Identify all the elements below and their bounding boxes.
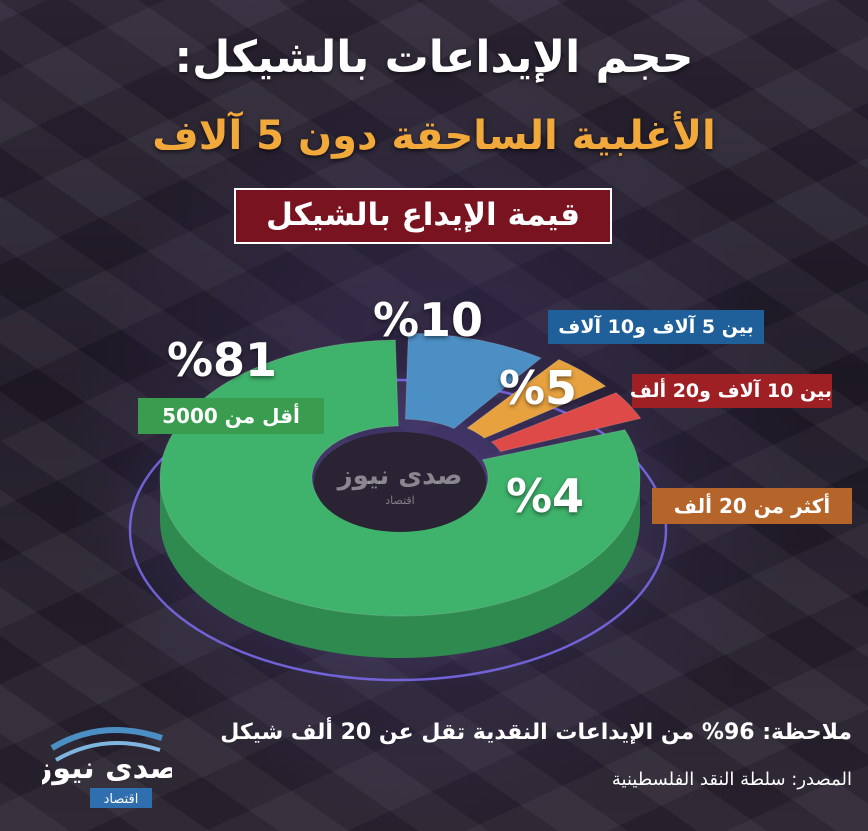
slice-1 (404, 332, 542, 430)
category-label-0: أقل من 5000 (138, 398, 324, 434)
note-text: ملاحظة: 96% من الإيداعات النقدية تقل عن … (220, 720, 852, 745)
page-title: حجم الإيداعات بالشيكل: (174, 32, 694, 83)
slice-side-0 (160, 478, 640, 658)
category-label-1: بين 5 آلاف و10 آلاف (548, 310, 764, 344)
watermark-name: صدى نيوز (336, 461, 463, 491)
watermark-tag: اقتصاد (385, 494, 414, 507)
page-subtitle: الأغلبية الساحقة دون 5 آلاف (152, 113, 716, 159)
value-label-1: %10 (372, 293, 484, 347)
value-label-0: %81 (166, 333, 278, 387)
value-label-3: %4 (505, 469, 585, 523)
source-text: المصدر: سلطة النقد الفلسطينية (611, 769, 852, 790)
hole-fill (314, 432, 486, 532)
value-label-2: %5 (498, 361, 578, 415)
slice-3 (490, 392, 642, 453)
donut-hole: صدى نيوز اقتصاد (314, 432, 486, 532)
category-label-2: بين 10 آلاف و20 ألف (630, 374, 832, 408)
logo-tag: اقتصاد (104, 792, 139, 807)
logo-name: صدى نيوز (42, 751, 172, 786)
slice-2 (466, 358, 607, 439)
category-label-3: أكثر من 20 ألف (652, 488, 852, 524)
value-box-label: قيمة الإيداع بالشيكل (234, 188, 612, 244)
brand-logo: صدى نيوز اقتصاد (42, 727, 172, 808)
orbit-ring (128, 378, 668, 682)
